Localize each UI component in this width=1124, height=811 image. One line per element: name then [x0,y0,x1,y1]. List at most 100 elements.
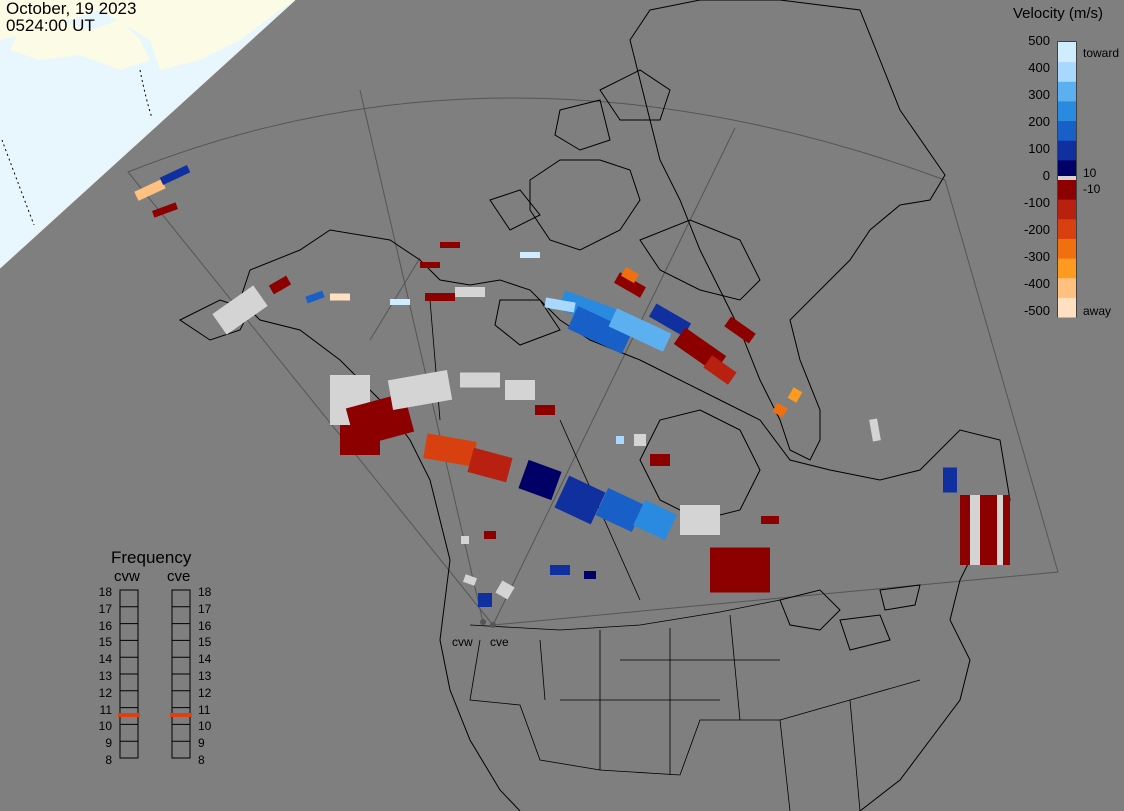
echo-patch [520,252,540,258]
colorbar-cell [1058,199,1076,220]
colorbar-zero-band [1058,176,1076,180]
echo-patch [710,547,770,593]
coastlines [179,0,1011,811]
echo-patch [390,299,410,305]
velocity-colorbar [1057,41,1077,318]
velocity-tick: 400 [1028,60,1050,75]
toward-label: toward [1083,46,1120,60]
velocity-tick: 0 [1042,168,1050,183]
colorbar-cell [1058,159,1076,180]
echo-patch [462,574,478,586]
echo-patch [997,495,1003,565]
frequency-tick-cvw: 16 [98,618,112,633]
time-label: 0524:00 UT [6,16,95,35]
frequency-tick-cve: 13 [198,669,212,683]
echo-patch [495,580,515,600]
frequency-tick-cvw: 11 [99,702,112,717]
frequency-tick-cve: 11 [198,702,211,717]
colorbar-cell [1058,100,1076,122]
velocity-tick: -200 [1023,222,1050,237]
echo-patch [634,434,646,446]
echo-patch [648,303,692,337]
velocity-tick: -300 [1023,249,1050,264]
echo-patch [787,387,803,403]
echo-patch [554,475,606,525]
velocity-tick: 300 [1028,87,1050,102]
cve-frequency-marker [170,713,192,717]
echo-patch [680,505,720,535]
velocity-tick-small: -10 [1083,182,1101,196]
echo-patch [478,593,492,607]
colorbar-cell [1058,179,1076,200]
frequency-tick-cve: 10 [198,719,212,734]
echo-patch [550,565,570,575]
echo-patch [340,425,380,455]
echo-patch [387,370,453,410]
echo-patch [212,285,268,335]
velocity-tick: -100 [1023,195,1050,210]
velocity-title: Velocity (m/s) [1013,5,1104,22]
echo-patch [544,297,576,313]
frequency-tick-cve: 14 [198,652,212,667]
velocity-tick: 100 [1028,141,1050,156]
echo-patch [724,316,756,344]
frequency-tick-cvw: 18 [98,585,112,599]
echo-patch [970,495,980,565]
echo-patch [268,275,292,295]
echo-patch [535,405,555,415]
velocity-tick: -500 [1023,303,1050,318]
daylight-region [0,0,296,269]
echo-patch [134,179,166,201]
echo-patch [761,516,779,524]
frequency-tick-cve: 18 [198,585,212,599]
frequency-tick-cve: 17 [198,601,212,616]
echo-patch [460,372,500,388]
radar-site-markers [480,619,496,628]
echo-patch [943,467,957,493]
frequency-station-label: cve [167,568,191,585]
frequency-bars [118,589,192,759]
velocity-tick: 500 [1028,33,1050,48]
frequency-tick-cve: 12 [198,685,212,700]
echo-patch [567,305,633,355]
frequency-tick-cvw: 8 [105,753,112,767]
echo-patch [423,433,477,467]
echo-patch [650,454,670,466]
frequency-tick-cvw: 10 [98,719,112,734]
echo-patch [425,293,455,301]
political-boundaries [429,299,921,811]
echo-patch [440,242,460,248]
echo-patch [159,165,191,185]
echo-patch [518,459,562,501]
echo-patch [633,499,677,541]
echo-patch [467,447,513,483]
echo-patch [584,571,596,579]
frequency-tick-cve: 16 [198,618,212,633]
date-label: October, 19 2023 [6,0,137,18]
echo-patch [621,266,639,284]
echo-patch [305,290,325,304]
echo-patch [152,202,178,218]
echo-patch [614,272,646,298]
frequency-tick-cvw: 14 [98,652,112,667]
velocity-scatter [134,165,1010,607]
velocity-tick: 200 [1028,114,1050,129]
echo-patch [608,308,672,352]
frequency-tick-cvw: 15 [98,635,112,650]
cvw-frequency-marker [118,713,140,717]
away-label: away [1083,304,1112,318]
colorbar-cell [1058,120,1076,141]
velocity-tick: -400 [1023,276,1050,291]
frequency-tick-cvw: 12 [98,685,112,700]
echo-patch [703,355,737,385]
colorbar-cell [1058,238,1076,259]
echo-patch [616,436,624,444]
echo-patch [420,262,440,268]
frequency-station-label: cvw [114,568,140,585]
colorbar-cell [1058,277,1076,298]
colorbar-cell [1058,42,1076,63]
echo-patch [772,402,788,418]
site-label-cve: cve [490,635,509,649]
frequency-tick-cve: 8 [198,753,205,767]
